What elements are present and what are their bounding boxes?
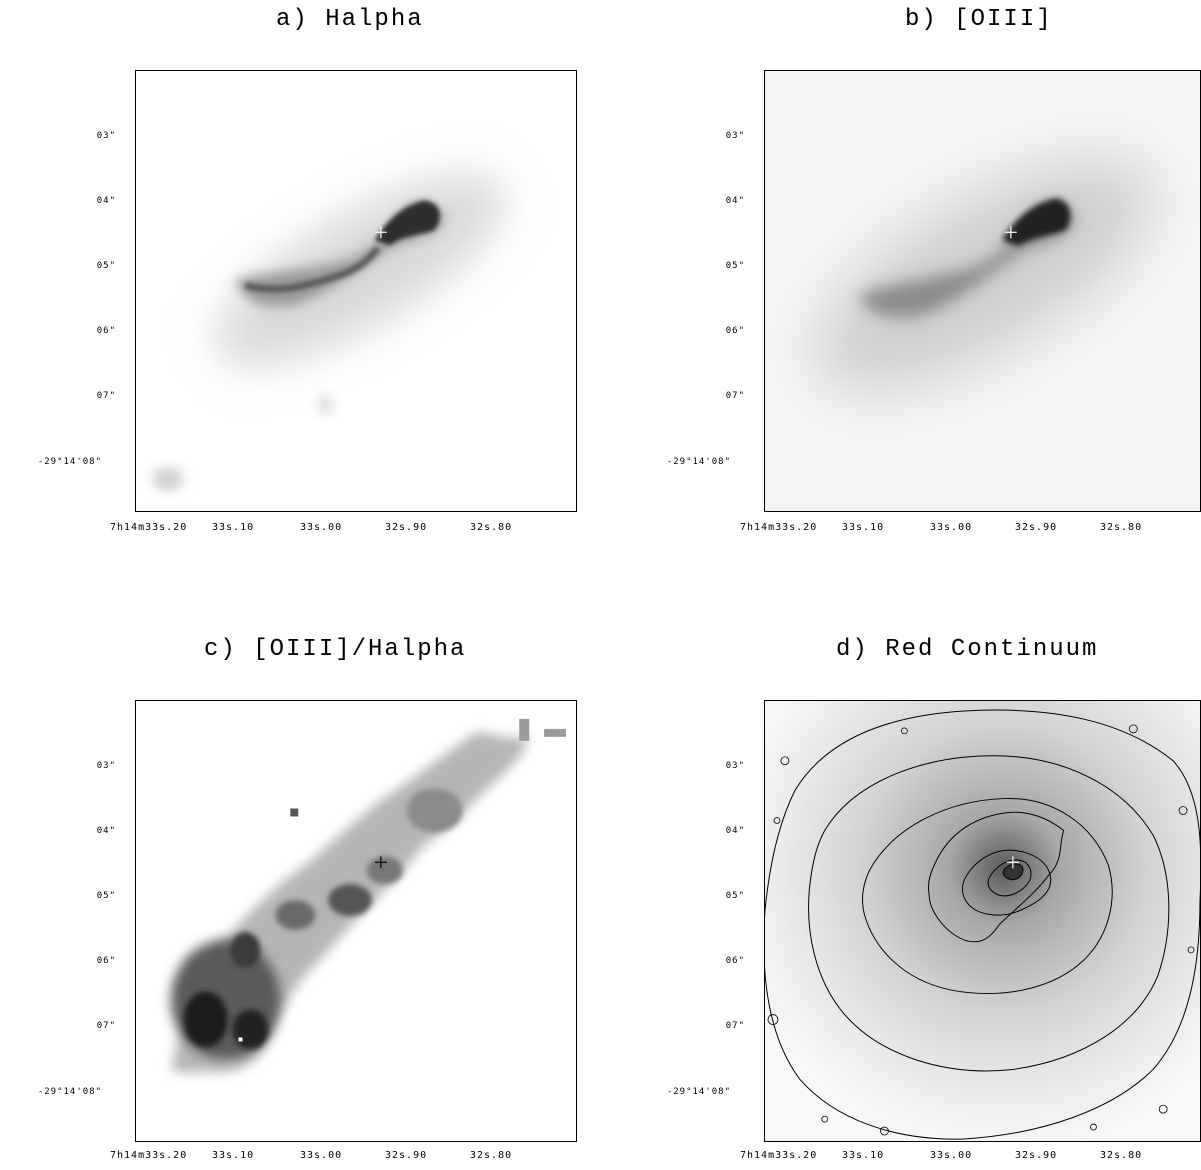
panel-c-ra-tick: 7h14m33s.20 xyxy=(110,1150,188,1161)
panel-a-ra-tick: 33s.10 xyxy=(212,522,255,533)
panel-c-dec-tick: -29°14'08" xyxy=(37,1087,102,1097)
panel-c-ra-tick: 33s.10 xyxy=(212,1150,255,1161)
panel-d-ra-tick: 33s.10 xyxy=(842,1150,885,1161)
panel-a-dec-tick: 06" xyxy=(96,326,116,336)
panel-c-dec-tick: 03" xyxy=(96,761,116,771)
oiii-halpha-ratio-map xyxy=(170,718,567,1073)
panel-a-ra-tick: 7h14m33s.20 xyxy=(110,522,188,533)
panel-d-dec-tick: -29°14'08" xyxy=(666,1087,731,1097)
panel-c-dec-tick: 07" xyxy=(96,1021,116,1031)
panel-b-dec-tick: 05" xyxy=(725,261,745,271)
panel-b-ra-tick: 33s.00 xyxy=(930,522,973,533)
panel-a-dec-tick: -29°14'08" xyxy=(37,457,102,467)
panel-a-dec-tick: 03" xyxy=(96,131,116,141)
panel-b-ra-tick: 32s.80 xyxy=(1100,522,1143,533)
panel-b-ra-tick: 7h14m33s.20 xyxy=(740,522,818,533)
panel-d-ra-tick: 32s.80 xyxy=(1100,1150,1143,1161)
panel-a-ra-tick: 33s.00 xyxy=(300,522,343,533)
panel-a-ra-tick: 32s.80 xyxy=(470,522,513,533)
panel-b-dec-tick: 06" xyxy=(725,326,745,336)
halpha-emission-map xyxy=(151,175,505,492)
panel-a-ra-tick: 32s.90 xyxy=(385,522,428,533)
panel-c-title: c) [OIII]/Halpha xyxy=(204,636,467,663)
panel-b-ra-tick: 33s.10 xyxy=(842,522,885,533)
red-continuum-contour-map xyxy=(765,701,1200,1141)
panel-c-ra-tick: 32s.90 xyxy=(385,1150,428,1161)
panel-d-dec-tick: 03" xyxy=(725,761,745,771)
panel-a-dec-tick: 04" xyxy=(96,196,116,206)
panel-c-image xyxy=(135,700,577,1142)
panel-a-dec-tick: 07" xyxy=(96,391,116,401)
panel-b-dec-tick: 04" xyxy=(725,196,745,206)
panel-c-dec-tick: 06" xyxy=(96,956,116,966)
panel-b-image xyxy=(764,70,1201,512)
panel-d-title: d) Red Continuum xyxy=(836,636,1099,663)
panel-d-ra-tick: 7h14m33s.20 xyxy=(740,1150,818,1161)
panel-d-dec-tick: 06" xyxy=(725,956,745,966)
panel-d-dec-tick: 05" xyxy=(725,891,745,901)
panel-c-dec-tick: 05" xyxy=(96,891,116,901)
panel-b-ra-tick: 32s.90 xyxy=(1015,522,1058,533)
panel-c-dec-tick: 04" xyxy=(96,826,116,836)
panel-a-dec-tick: 05" xyxy=(96,261,116,271)
panel-b-dec-tick: -29°14'08" xyxy=(666,457,731,467)
panel-c-ra-tick: 32s.80 xyxy=(470,1150,513,1161)
panel-a-image xyxy=(135,70,577,512)
oiii-emission-map xyxy=(765,71,1200,511)
panel-a-title: a) Halpha xyxy=(276,6,424,33)
panel-d-dec-tick: 04" xyxy=(725,826,745,836)
panel-b-title: b) [OIII] xyxy=(905,6,1053,33)
panel-d-ra-tick: 33s.00 xyxy=(930,1150,973,1161)
panel-d-image xyxy=(764,700,1201,1142)
panel-b-dec-tick: 07" xyxy=(725,391,745,401)
panel-b-dec-tick: 03" xyxy=(725,131,745,141)
panel-d-ra-tick: 32s.90 xyxy=(1015,1150,1058,1161)
panel-d-dec-tick: 07" xyxy=(725,1021,745,1031)
panel-c-ra-tick: 33s.00 xyxy=(300,1150,343,1161)
